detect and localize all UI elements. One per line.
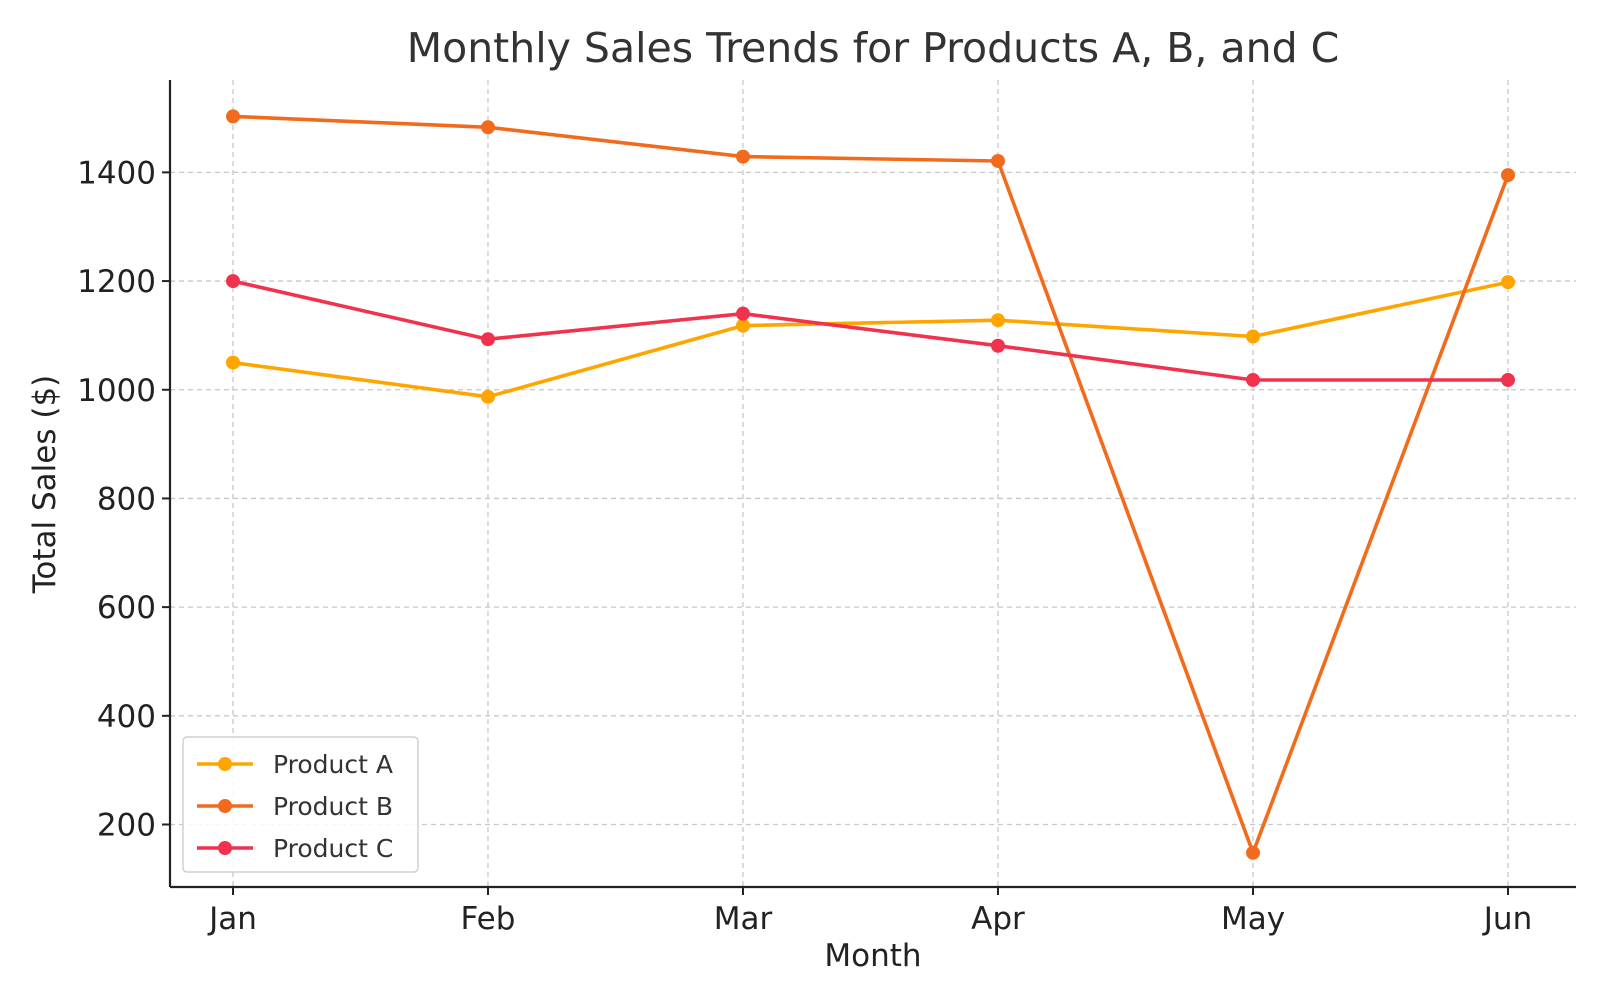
data-point bbox=[736, 149, 750, 164]
x-tick-label: Jan bbox=[207, 901, 257, 937]
grid bbox=[170, 80, 1576, 887]
series bbox=[226, 109, 1515, 860]
data-point bbox=[736, 318, 750, 333]
legend-item: Product C bbox=[197, 834, 393, 863]
y-tick-label: 400 bbox=[97, 699, 156, 735]
legend-marker bbox=[218, 841, 232, 855]
legend-marker bbox=[218, 799, 232, 813]
series-product-a bbox=[226, 275, 1515, 404]
x-tick-label: Jun bbox=[1482, 901, 1532, 937]
y-tick-label: 600 bbox=[97, 590, 156, 626]
series-line bbox=[232, 280, 1509, 399]
legend-item: Product A bbox=[197, 750, 393, 779]
data-point bbox=[1501, 275, 1515, 290]
data-point bbox=[736, 306, 750, 321]
data-point bbox=[1246, 372, 1260, 387]
y-axis-label: Total Sales ($) bbox=[27, 375, 63, 595]
legend-label: Product A bbox=[273, 750, 393, 779]
series-line bbox=[232, 279, 1508, 382]
chart-title: Monthly Sales Trends for Products A, B, … bbox=[407, 24, 1340, 72]
axes bbox=[168, 80, 1576, 889]
data-point bbox=[1246, 845, 1260, 860]
data-point bbox=[481, 332, 495, 347]
data-point bbox=[226, 274, 240, 289]
y-tick-label: 1000 bbox=[77, 373, 156, 409]
data-point bbox=[1501, 168, 1515, 183]
x-tick-label: May bbox=[1221, 901, 1285, 937]
y-tick-label: 800 bbox=[97, 481, 156, 517]
data-point bbox=[991, 338, 1005, 353]
legend-item: Product B bbox=[197, 792, 393, 821]
series-product-b bbox=[226, 109, 1515, 860]
legend: Product A Product B Product C bbox=[182, 736, 419, 873]
legend-marker bbox=[218, 757, 232, 771]
legend-box bbox=[182, 736, 419, 873]
legend-label: Product B bbox=[273, 792, 393, 821]
x-tick-label: Apr bbox=[971, 901, 1025, 937]
x-tick-label: Feb bbox=[461, 901, 516, 937]
x-axis-label: Month bbox=[824, 938, 921, 974]
data-point bbox=[1501, 372, 1515, 387]
data-point bbox=[991, 153, 1005, 168]
series-product-c bbox=[226, 274, 1515, 387]
legend-label: Product C bbox=[273, 834, 393, 863]
data-point bbox=[226, 109, 240, 124]
data-point bbox=[1246, 329, 1260, 344]
data-point bbox=[991, 313, 1005, 328]
data-point bbox=[481, 120, 495, 135]
series-line bbox=[232, 114, 1510, 855]
data-point bbox=[481, 389, 495, 404]
y-tick-label: 1200 bbox=[77, 264, 156, 300]
data-point bbox=[226, 355, 240, 370]
x-tick-label: Mar bbox=[714, 901, 773, 937]
y-tick-label: 200 bbox=[97, 808, 156, 844]
ticks: Jan Feb Mar Apr May Jun 200 400 600 800 1000 1200 14… bbox=[77, 155, 1532, 937]
y-tick-label: 1400 bbox=[77, 155, 156, 191]
